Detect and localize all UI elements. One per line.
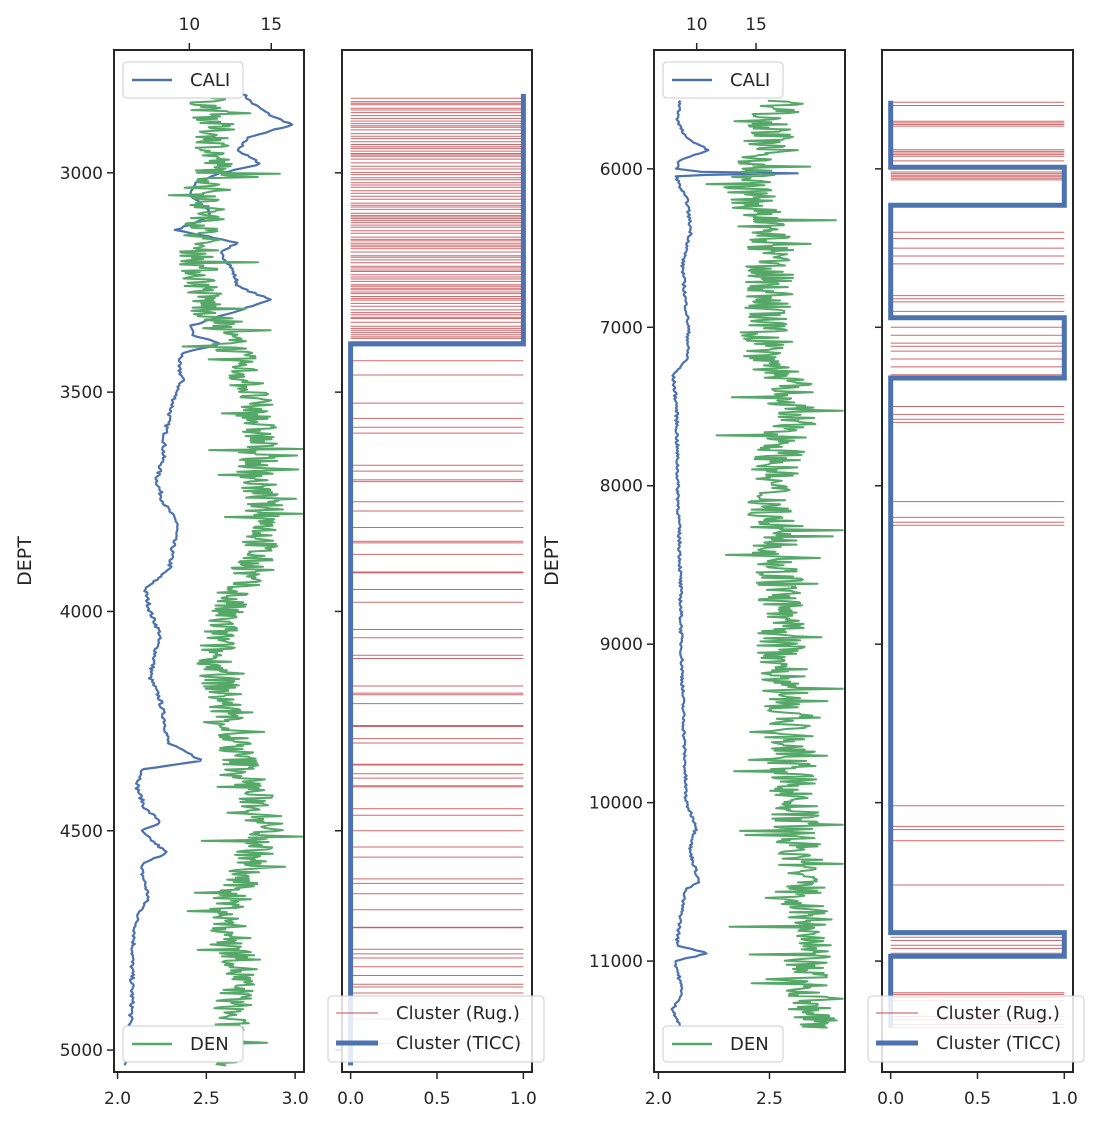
right-cali-legend-box xyxy=(662,61,784,99)
ticc-cluster-step-line xyxy=(348,93,526,1066)
right-den-legend-label: DEN xyxy=(730,1034,769,1055)
cali-series-line xyxy=(670,99,799,1029)
y-tick-label: 4000 xyxy=(60,602,103,622)
x-tick-label: 0.5 xyxy=(964,1089,991,1109)
left-y-axis-label: DEPT xyxy=(14,536,36,586)
left-cluster-legend-box xyxy=(327,995,545,1063)
left-log-panel: 3000 3500 4000 4500 5000 2.0 2.5 3.0 10 15 DEPT C… xyxy=(14,15,309,1109)
x-tick-label: 2.0 xyxy=(104,1089,131,1109)
left-cali-legend: CALI xyxy=(122,61,244,99)
ticc-cluster-step-line xyxy=(888,100,1067,1028)
left-den-legend: DEN xyxy=(122,1025,244,1063)
right-cali-legend: CALI xyxy=(662,61,784,99)
left-cluster-panel: 0.0 0.5 1.0 Cluster (Rug.) Cluster (TICC) xyxy=(327,49,545,1109)
left-cali-legend-label: CALI xyxy=(190,70,230,91)
x-tick-label: 2.5 xyxy=(193,1089,220,1109)
right-log-axes: 6000 7000 8000 9000 10000 11000 2.0 2.5 10 15 xyxy=(589,15,783,1109)
cali-series-line xyxy=(123,92,294,1066)
right-log-data xyxy=(670,99,844,1029)
right-cluster-legend: Cluster (Rug.) Cluster (TICC) xyxy=(867,995,1085,1063)
x-tick-label: 1.0 xyxy=(510,1089,537,1109)
right-log-panel: 6000 7000 8000 9000 10000 11000 2.0 2.5 10 15 DEP… xyxy=(541,15,846,1109)
x-tick-label: 2.0 xyxy=(645,1089,672,1109)
y-tick-label: 3000 xyxy=(60,164,103,184)
left-rug-legend-label: Cluster (Rug.) xyxy=(396,1003,520,1024)
x-tick-label: 0.0 xyxy=(337,1089,364,1109)
left-den-legend-box xyxy=(122,1025,244,1063)
y-tick-label: 6000 xyxy=(600,160,643,180)
right-den-legend: DEN xyxy=(662,1025,784,1063)
y-tick-label: 4500 xyxy=(60,822,103,842)
top-x-tick-label: 15 xyxy=(745,15,767,35)
right-cluster-axes: 0.0 0.5 1.0 xyxy=(875,168,1078,1109)
left-den-legend-label: DEN xyxy=(190,1034,229,1055)
y-tick-label: 5000 xyxy=(60,1041,103,1061)
top-x-tick-label: 10 xyxy=(179,15,201,35)
x-tick-label: 2.5 xyxy=(756,1089,783,1109)
right-cluster-legend-box xyxy=(867,995,1085,1063)
x-tick-label: 0.5 xyxy=(423,1089,450,1109)
left-log-axes: 3000 3500 4000 4500 5000 2.0 2.5 3.0 10 15 xyxy=(60,15,309,1109)
left-ticc-legend-label: Cluster (TICC) xyxy=(396,1033,521,1054)
den-series-line xyxy=(705,99,844,1029)
x-tick-label: 0.0 xyxy=(877,1089,904,1109)
left-cluster-data xyxy=(348,93,526,1066)
x-tick-label: 1.0 xyxy=(1051,1089,1078,1109)
y-tick-label: 8000 xyxy=(600,477,643,497)
left-cluster-axes: 0.0 0.5 1.0 xyxy=(335,172,537,1109)
right-y-axis-label: DEPT xyxy=(541,536,563,586)
right-rug-legend-label: Cluster (Rug.) xyxy=(936,1003,1060,1024)
y-tick-label: 10000 xyxy=(589,794,643,814)
right-ticc-legend-label: Cluster (TICC) xyxy=(936,1033,1061,1054)
y-tick-label: 9000 xyxy=(600,635,643,655)
y-tick-label: 7000 xyxy=(600,318,643,338)
right-cluster-panel: 0.0 0.5 1.0 Cluster (Rug.) Cluster (TICC) xyxy=(867,49,1085,1109)
left-cluster-legend: Cluster (Rug.) Cluster (TICC) xyxy=(327,995,545,1063)
left-cali-legend-box xyxy=(122,61,244,99)
right-cluster-data xyxy=(888,100,1067,1029)
y-tick-label: 3500 xyxy=(60,383,103,403)
y-tick-label: 11000 xyxy=(589,952,643,972)
right-den-legend-box xyxy=(662,1025,784,1063)
left-log-data xyxy=(123,92,304,1067)
right-log-frame xyxy=(653,49,846,1073)
top-x-tick-label: 10 xyxy=(686,15,708,35)
x-tick-label: 3.0 xyxy=(282,1089,309,1109)
left-log-frame xyxy=(113,49,305,1073)
den-series-line xyxy=(167,92,304,1067)
right-cali-legend-label: CALI xyxy=(730,70,770,91)
top-x-tick-label: 15 xyxy=(260,15,282,35)
